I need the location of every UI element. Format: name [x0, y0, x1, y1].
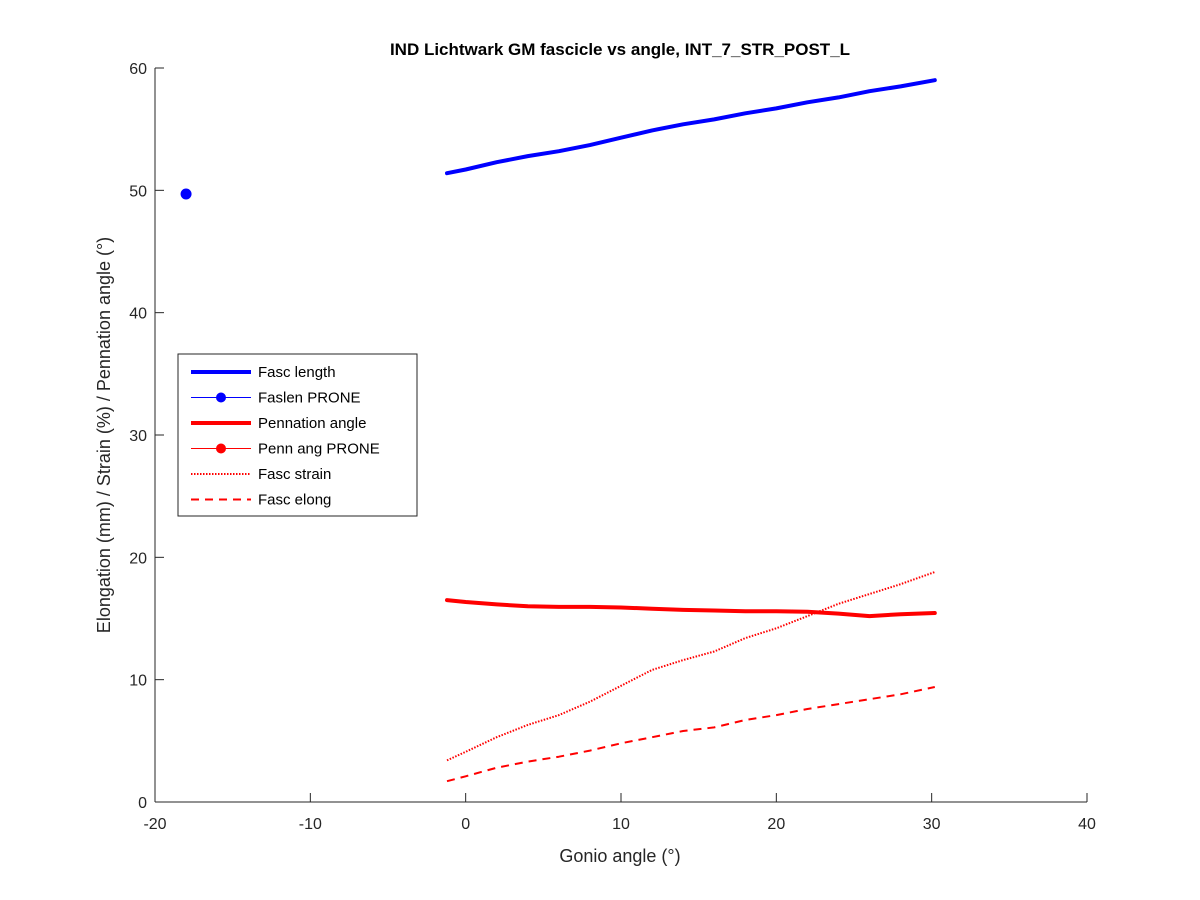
- x-axis-label: Gonio angle (°): [559, 846, 680, 866]
- x-tick-label: -20: [143, 816, 166, 833]
- legend-marker-penn-ang-prone: [216, 443, 226, 454]
- y-tick-label: 10: [129, 673, 147, 690]
- y-axis-label: Elongation (mm) / Strain (%) / Pennation…: [94, 237, 114, 633]
- chart-title: IND Lichtwark GM fascicle vs angle, INT_…: [390, 40, 850, 59]
- y-tick-label: 0: [138, 795, 147, 812]
- x-tick-label: 10: [612, 816, 630, 833]
- legend-label-pennation-angle: Pennation angle: [258, 415, 366, 432]
- legend-box: [177, 353, 418, 517]
- series-line-fasc-strain: [446, 571, 936, 762]
- x-tick-label: 30: [923, 816, 941, 833]
- y-tick-label: 30: [129, 428, 147, 445]
- legend-marker-faslen-prone: [216, 392, 226, 403]
- y-tick-label: 40: [129, 306, 147, 323]
- y-tick-label: 20: [129, 550, 147, 567]
- series-line-fasc-elong: [446, 686, 936, 783]
- legend-label-fasc-strain: Fasc strain: [258, 466, 331, 483]
- x-tick-label: 0: [461, 816, 470, 833]
- x-tick-label: -10: [299, 816, 322, 833]
- series-layer: [180, 78, 937, 783]
- series-marker-faslen-prone: [180, 188, 192, 200]
- legend-label-faslen-prone: Faslen PRONE: [258, 390, 361, 407]
- series-line-pennation-angle: [445, 598, 937, 619]
- legend-label-penn-ang-prone: Penn ang PRONE: [258, 441, 380, 458]
- y-ticks: 0 10 20 30 40 50 60: [129, 61, 164, 812]
- y-tick-label: 50: [129, 183, 147, 200]
- series-line-fasc-length: [445, 78, 937, 176]
- legend-label-fasc-length: Fasc length: [258, 364, 336, 381]
- x-tick-label: 20: [767, 816, 785, 833]
- legend: Fasc length Faslen PRONE Pennation angle Pe…: [177, 353, 418, 517]
- x-ticks: -20 -10 0 10 20 30 40: [143, 793, 1096, 833]
- y-tick-label: 60: [129, 61, 147, 78]
- x-tick-label: 40: [1078, 816, 1096, 833]
- legend-label-fasc-elong: Fasc elong: [258, 492, 331, 509]
